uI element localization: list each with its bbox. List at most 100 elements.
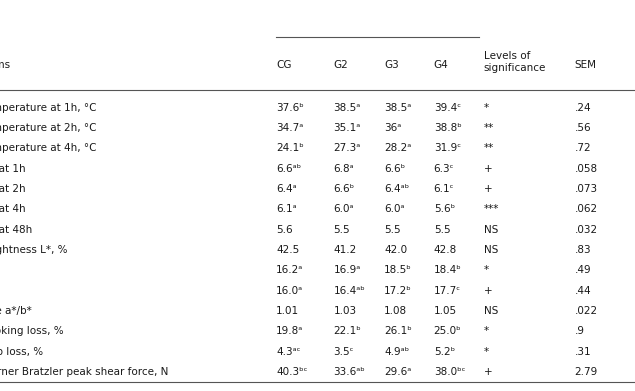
Text: Brightness L*, %: Brightness L*, %: [0, 245, 67, 255]
Text: G2: G2: [333, 61, 348, 70]
Text: *: *: [484, 346, 489, 357]
Text: 17.2ᵇ: 17.2ᵇ: [384, 285, 412, 296]
Text: 16.9ᵃ: 16.9ᵃ: [333, 265, 361, 275]
Text: 27.3ᵃ: 27.3ᵃ: [333, 143, 361, 153]
Text: Items: Items: [0, 61, 10, 70]
Text: 42.8: 42.8: [434, 245, 457, 255]
Text: NS: NS: [484, 306, 498, 316]
Text: pH at 48h: pH at 48h: [0, 224, 32, 235]
Text: 6.0ᵃ: 6.0ᵃ: [333, 204, 354, 214]
Text: 25.0ᵇ: 25.0ᵇ: [434, 326, 462, 336]
Text: 5.6: 5.6: [276, 224, 293, 235]
Text: 38.5ᵃ: 38.5ᵃ: [384, 102, 411, 113]
Text: 1.01: 1.01: [276, 306, 299, 316]
Text: **: **: [484, 123, 494, 133]
Text: pH at 4h: pH at 4h: [0, 204, 25, 214]
Text: .56: .56: [575, 123, 591, 133]
Text: 6.6ᵇ: 6.6ᵇ: [384, 163, 405, 174]
Text: 38.0ᵇᶜ: 38.0ᵇᶜ: [434, 367, 465, 377]
Text: 2.79: 2.79: [575, 367, 598, 377]
Text: Drip loss, %: Drip loss, %: [0, 346, 43, 357]
Text: ***: ***: [484, 204, 499, 214]
Text: 18.5ᵇ: 18.5ᵇ: [384, 265, 412, 275]
Text: 6.4ᵃ: 6.4ᵃ: [276, 184, 297, 194]
Text: Temperature at 2h, °C: Temperature at 2h, °C: [0, 123, 97, 133]
Text: NS: NS: [484, 245, 498, 255]
Text: *: *: [484, 326, 489, 336]
Text: 41.2: 41.2: [333, 245, 357, 255]
Text: 22.1ᵇ: 22.1ᵇ: [333, 326, 361, 336]
Text: Temperature at 4h, °C: Temperature at 4h, °C: [0, 143, 97, 153]
Text: 42.0: 42.0: [384, 245, 407, 255]
Text: 31.9ᶜ: 31.9ᶜ: [434, 143, 461, 153]
Text: 6.6ᵃᵇ: 6.6ᵃᵇ: [276, 163, 302, 174]
Text: 3.5ᶜ: 3.5ᶜ: [333, 346, 354, 357]
Text: G3: G3: [384, 61, 399, 70]
Text: 1.03: 1.03: [333, 306, 356, 316]
Text: +: +: [484, 184, 493, 194]
Text: Hue a*/b*: Hue a*/b*: [0, 306, 32, 316]
Text: 29.6ᵃ: 29.6ᵃ: [384, 367, 411, 377]
Text: 6.1ᶜ: 6.1ᶜ: [434, 184, 454, 194]
Text: 38.8ᵇ: 38.8ᵇ: [434, 123, 462, 133]
Text: .31: .31: [575, 346, 591, 357]
Text: 5.2ᵇ: 5.2ᵇ: [434, 346, 455, 357]
Text: 37.6ᵇ: 37.6ᵇ: [276, 102, 304, 113]
Text: 6.4ᵃᵇ: 6.4ᵃᵇ: [384, 184, 410, 194]
Text: NS: NS: [484, 224, 498, 235]
Text: Temperature at 1h, °C: Temperature at 1h, °C: [0, 102, 97, 113]
Text: Warner Bratzler peak shear force, N: Warner Bratzler peak shear force, N: [0, 367, 168, 377]
Text: SEM: SEM: [575, 61, 597, 70]
Text: 16.2ᵃ: 16.2ᵃ: [276, 265, 304, 275]
Text: .24: .24: [575, 102, 591, 113]
Text: 40.3ᵇᶜ: 40.3ᵇᶜ: [276, 367, 308, 377]
Text: 5.5: 5.5: [333, 224, 350, 235]
Text: 6.1ᵃ: 6.1ᵃ: [276, 204, 297, 214]
Text: **: **: [484, 143, 494, 153]
Text: +: +: [484, 163, 493, 174]
Text: 26.1ᵇ: 26.1ᵇ: [384, 326, 412, 336]
Text: .058: .058: [575, 163, 598, 174]
Text: 4.9ᵃᵇ: 4.9ᵃᵇ: [384, 346, 410, 357]
Text: .44: .44: [575, 285, 591, 296]
Text: .72: .72: [575, 143, 591, 153]
Text: 39.4ᶜ: 39.4ᶜ: [434, 102, 461, 113]
Text: 36ᵃ: 36ᵃ: [384, 123, 401, 133]
Text: 16.0ᵃ: 16.0ᵃ: [276, 285, 304, 296]
Text: .022: .022: [575, 306, 598, 316]
Text: 5.5: 5.5: [434, 224, 450, 235]
Text: 6.6ᵇ: 6.6ᵇ: [333, 184, 354, 194]
Text: Levels of
significance: Levels of significance: [484, 51, 546, 73]
Text: 28.2ᵃ: 28.2ᵃ: [384, 143, 411, 153]
Text: 17.7ᶜ: 17.7ᶜ: [434, 285, 461, 296]
Text: 35.1ᵃ: 35.1ᵃ: [333, 123, 361, 133]
Text: 16.4ᵃᵇ: 16.4ᵃᵇ: [333, 285, 365, 296]
Text: .83: .83: [575, 245, 591, 255]
Text: 38.5ᵃ: 38.5ᵃ: [333, 102, 361, 113]
Text: 34.7ᵃ: 34.7ᵃ: [276, 123, 304, 133]
Text: G4: G4: [434, 61, 448, 70]
Text: 5.5: 5.5: [384, 224, 401, 235]
Text: *: *: [484, 265, 489, 275]
Text: 1.08: 1.08: [384, 306, 407, 316]
Text: 1.05: 1.05: [434, 306, 457, 316]
Text: +: +: [484, 367, 493, 377]
Text: .9: .9: [575, 326, 585, 336]
Text: 33.6ᵃᵇ: 33.6ᵃᵇ: [333, 367, 365, 377]
Text: 18.4ᵇ: 18.4ᵇ: [434, 265, 462, 275]
Text: +: +: [484, 285, 493, 296]
Text: .073: .073: [575, 184, 598, 194]
Text: .062: .062: [575, 204, 598, 214]
Text: *: *: [484, 102, 489, 113]
Text: 6.0ᵃ: 6.0ᵃ: [384, 204, 404, 214]
Text: .032: .032: [575, 224, 598, 235]
Text: 42.5: 42.5: [276, 245, 300, 255]
Text: Cooking loss, %: Cooking loss, %: [0, 326, 64, 336]
Text: 24.1ᵇ: 24.1ᵇ: [276, 143, 304, 153]
Text: pH at 1h: pH at 1h: [0, 163, 25, 174]
Text: 5.6ᵇ: 5.6ᵇ: [434, 204, 455, 214]
Text: CG: CG: [276, 61, 291, 70]
Text: 6.8ᵃ: 6.8ᵃ: [333, 163, 354, 174]
Text: 6.3ᶜ: 6.3ᶜ: [434, 163, 454, 174]
Text: 19.8ᵃ: 19.8ᵃ: [276, 326, 304, 336]
